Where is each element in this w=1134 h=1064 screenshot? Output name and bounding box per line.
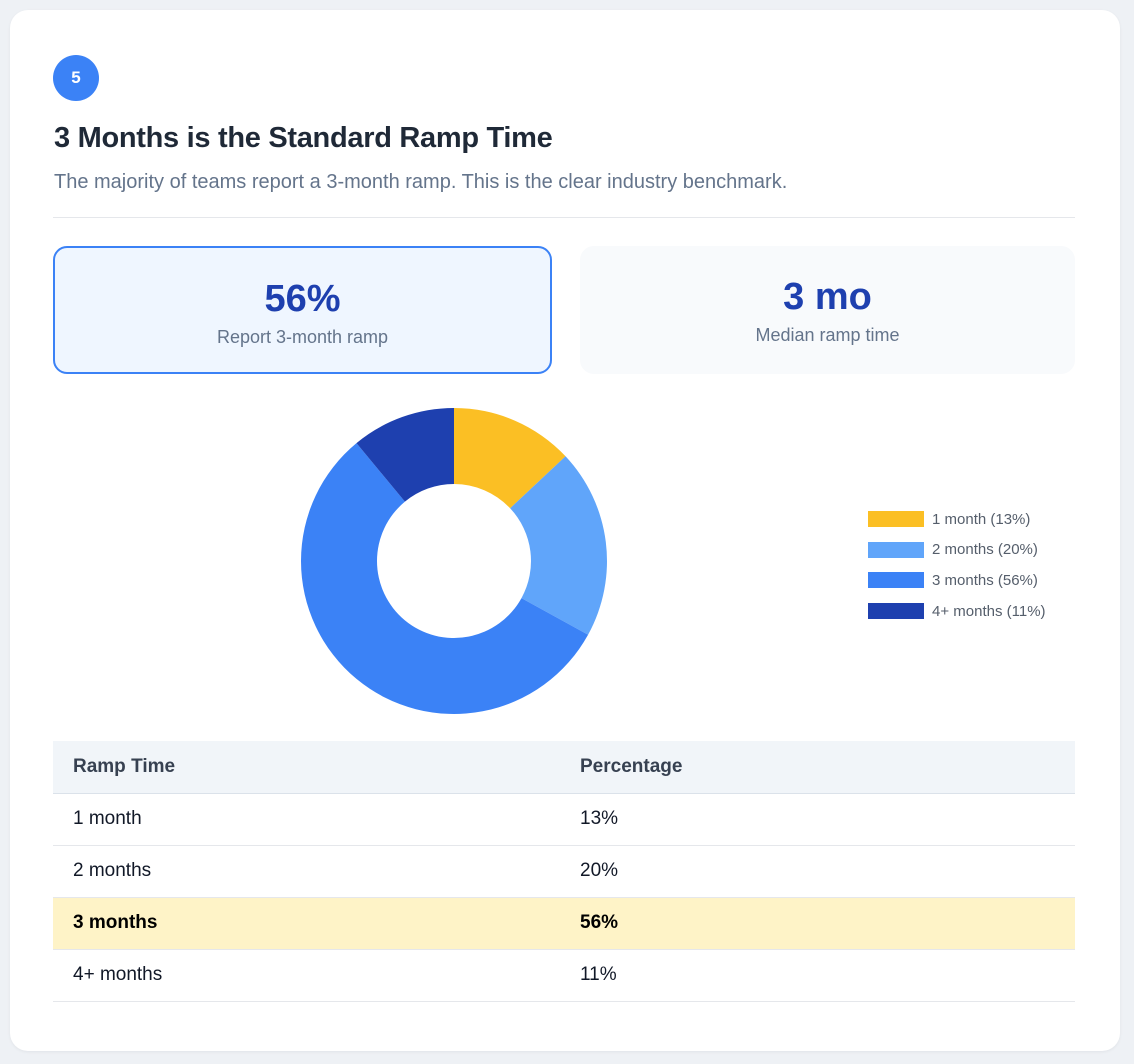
cell-ramp-time: 4+ months [53,949,560,1002]
legend-swatch [868,541,924,558]
table-row: 3 months 56% [53,897,1075,950]
column-header-percentage: Percentage [560,741,1075,794]
legend-swatch [868,511,924,528]
ramp-time-table: Ramp Time Percentage 1 month 13% 2 months 2… [53,741,1075,1002]
divider [53,217,1075,218]
donut-slice-2 [510,456,607,635]
step-number-badge: 5 [53,55,99,101]
donut-slice-1 [454,408,566,509]
donut-chart [301,408,607,714]
table-header-row: Ramp Time Percentage [53,741,1075,794]
table-row: 2 months 20% [53,845,1075,898]
cell-percentage: 13% [560,793,1075,846]
column-header-ramp-time: Ramp Time [53,741,560,794]
legend-swatch [868,603,924,620]
card-subtitle: The majority of teams report a 3-month r… [54,171,788,193]
legend-item: 2 months (20%) [868,535,1108,566]
legend-label: 1 month (13%) [932,510,1031,528]
cell-percentage: 56% [560,897,1075,950]
stat-label: Report 3-month ramp [216,327,389,347]
legend-item: 4+ months (11%) [868,596,1108,627]
stat-card-share: 56% Report 3-month ramp [53,246,552,374]
legend-label: 3 months (56%) [932,571,1038,589]
legend-item: 3 months (56%) [868,565,1108,596]
stat-value: 3 mo [783,276,872,318]
insight-card: 5 3 Months is the Standard Ramp Time The… [10,10,1120,1051]
stat-card-median: 3 mo Median ramp time [580,246,1075,374]
legend-label: 2 months (20%) [932,541,1038,559]
donut-slice-3 [301,443,589,714]
donut-slice-4 [356,408,454,502]
legend-swatch [868,572,924,589]
cell-percentage: 11% [560,949,1075,1002]
stat-value: 56% [264,278,341,320]
card-title: 3 Months is the Standard Ramp Time [54,122,553,154]
chart-legend: 1 month (13%) 2 months (20%) 3 months (56%… [868,504,1108,626]
legend-item: 1 month (13%) [868,504,1108,535]
cell-ramp-time: 2 months [53,845,560,898]
cell-percentage: 20% [560,845,1075,898]
table-row: 4+ months 11% [53,949,1075,1002]
legend-label: 4+ months (11%) [932,602,1046,620]
cell-ramp-time: 3 months [53,897,560,950]
table-row: 1 month 13% [53,793,1075,846]
cell-ramp-time: 1 month [53,793,560,846]
stat-label: Median ramp time [755,325,900,345]
